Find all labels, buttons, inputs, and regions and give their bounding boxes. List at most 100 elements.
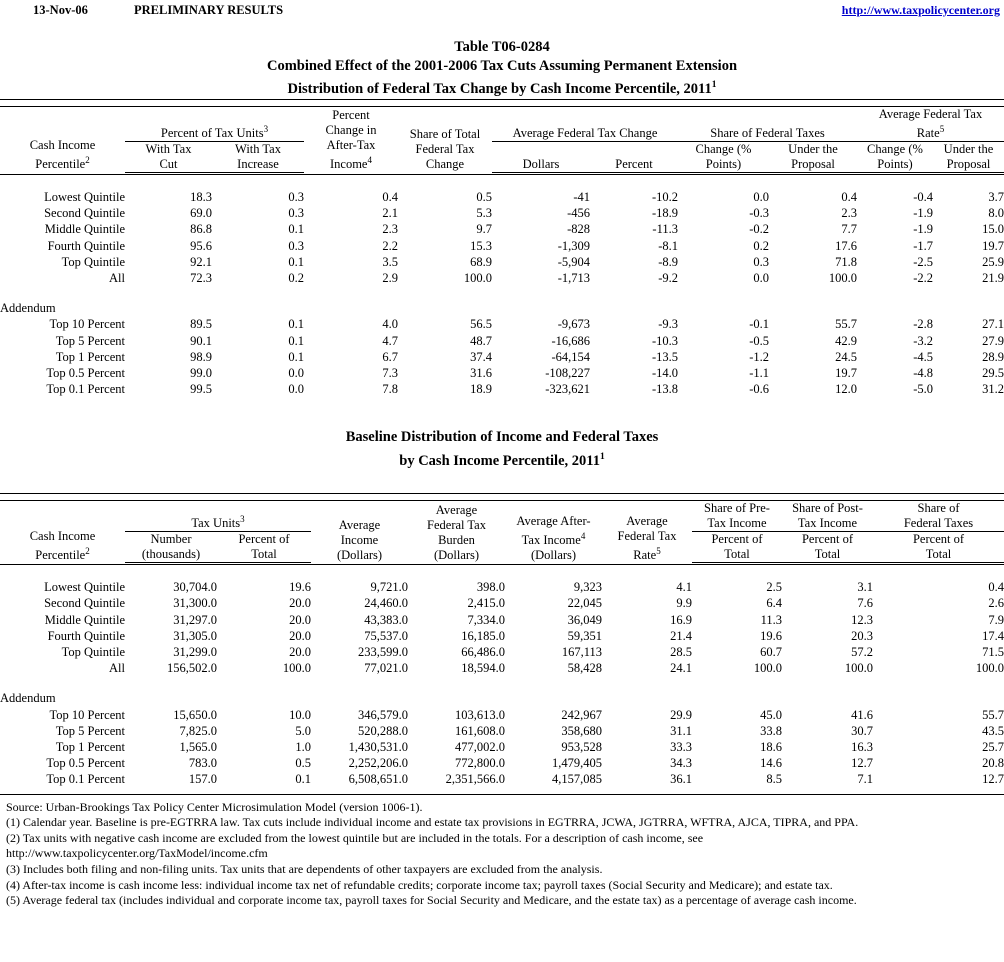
data-cell: 6.7 [382,349,398,364]
empty-cell [304,300,398,316]
taxpolicycenter-link[interactable]: http://www.taxpolicycenter.org [841,3,1000,17]
table2-col-average-after-tax-income: Average After- Tax Income4 (Dollars) [505,501,602,563]
data-cell: 0.3 [288,189,304,204]
table2-spacer-cell-top [0,565,1004,580]
table2-col-share-post-tax-percent-total: Percent of Total [782,531,873,564]
preliminary-status: PRELIMINARY RESULTS [134,3,284,17]
data-cell: 55.7 [835,317,857,332]
data-cell: -41 [573,189,590,204]
data-cell: -2.2 [913,271,933,285]
data-cell: 520,288.0 [358,723,408,738]
data-cell: 24,460.0 [364,596,408,611]
empty-cell [212,300,304,316]
data-cell: 30.7 [851,723,873,738]
row-label: Top Quintile [61,645,125,660]
data-cell: 0.0 [288,366,304,381]
table2-header-rule-row [0,562,1004,566]
empty-cell [492,300,590,316]
data-cell: 12.0 [835,382,857,397]
data-cell: 72.3 [190,271,212,285]
data-cell: -10.2 [651,189,678,204]
table2-group-share-federal-taxes: Share of Federal Taxes [873,500,1004,533]
data-cell: 98.9 [190,349,212,364]
data-cell: -8.9 [658,254,678,269]
footnotes-section: Source: Urban-Brookings Tax Policy Cente… [0,793,1004,909]
table-row: Top 1 Percent 98.9 0.1 6.7 37.4 -64,154 -13.5 -… [0,349,1004,365]
data-cell: 89.5 [190,317,212,332]
table2-group-share-post-tax-income: Share of Post- Tax Income [782,500,873,533]
table1-title-line2-text: Distribution of Federal Tax Change by Ca… [287,80,712,97]
data-cell: -9.2 [658,271,678,285]
data-cell: 1,565.0 [179,740,218,755]
data-cell: 20.0 [289,612,311,627]
data-cell: 31.1 [670,723,692,738]
table1-group-pct-tax-units: Percent of Tax Units3 [125,106,304,142]
table1-group-avg-federal-tax-rate: Average Federal Tax Rate5 [857,106,1004,142]
footnote: (3) Includes both filing and non-filing … [6,862,603,877]
source-note: Source: Urban-Brookings Tax Policy Cente… [6,799,423,814]
data-cell: -0.2 [749,222,769,237]
table-row: Fourth Quintile 31,305.0 20.0 75,537.0 16,18… [0,628,1004,644]
table2-share-post-sub1: Percent of [801,532,854,547]
data-cell: -828 [567,222,590,237]
data-cell: 783.0 [188,756,217,771]
data-cell: 31,297.0 [173,612,217,627]
data-cell: 7,825.0 [179,723,218,738]
data-cell: 346,579.0 [358,707,408,722]
table1-rate-under-l1: Under the [943,141,994,156]
data-cell: 233,599.0 [358,645,408,660]
empty-cell [782,690,873,706]
data-cell: 27.9 [982,333,1004,348]
data-cell: -9.3 [658,317,678,332]
table2-avg-income-l2: Income [340,532,379,547]
table1-avg-rate-marker: 5 [939,123,945,134]
table2-col-number-thousands: Number (thousands) [125,531,217,564]
data-cell: -1.1 [749,366,769,381]
table2-share-post-sub2: Total [814,547,841,562]
data-cell: 24.1 [670,661,692,676]
data-cell: 2.6 [988,596,1004,611]
table-row: Fourth Quintile 95.6 0.3 2.2 15.3 -1,309 -8.1 0… [0,238,1004,254]
data-cell: 16.9 [670,612,692,627]
data-cell: 477,002.0 [455,740,505,755]
table1-avg-rate-l2-text: Rate [916,125,940,140]
table1-group-avg-federal-tax-change: Average Federal Tax Change [492,106,678,142]
data-cell: 161,608.0 [455,723,505,738]
table1-rate-under-l2: Proposal [946,156,991,171]
table1-share-under-l2: Proposal [791,156,835,171]
table-row: Lowest Quintile 18.3 0.3 0.4 0.5 -41 -10.2 0.0 0… [0,189,1004,205]
data-cell: 6.4 [766,596,782,611]
table1-pct-change-l2: Change in [325,123,377,138]
data-cell: 18.6 [760,740,782,755]
table2-top-double-rule [0,493,1004,502]
data-cell: 3.5 [382,254,398,269]
table1-spacer-cell-top [0,174,1004,189]
table2-avg-after-tax-l1: Average After- [516,513,591,528]
table2-group-tax-units-marker: 3 [240,514,245,525]
data-cell: -4.8 [913,366,933,381]
table1-stub-footnote-marker: 2 [85,155,90,166]
data-cell: 2.1 [382,206,398,221]
table2-share-post-l2: Tax Income [797,516,858,531]
data-cell: 19.7 [982,238,1004,253]
data-cell: 95.6 [190,238,212,253]
row-label: Middle Quintile [44,222,125,237]
data-cell: 25.7 [982,740,1004,755]
table-row: All 72.3 0.2 2.9 100.0 -1,713 -9.2 0.0 100.0 -2.2… [0,270,1004,286]
data-cell: -13.5 [651,349,678,364]
data-cell: 14.6 [760,756,782,771]
data-cell: 31,300.0 [173,596,217,611]
data-cell: 12.7 [851,756,873,771]
row-label: All [109,271,125,285]
data-cell: -8.1 [658,238,678,253]
table1-with-tax-increase-l2: Increase [237,156,279,171]
table2-stub-line1: Cash Income [29,528,96,543]
table1-group-share-federal-taxes: Share of Federal Taxes [678,106,857,142]
table2-stub-header: Cash Income Percentile2 [0,501,125,563]
data-cell: 0.0 [753,189,769,204]
table1-share-under-l1: Under the [788,141,838,156]
data-cell: 1,430,531.0 [348,740,408,755]
data-cell: 157.0 [188,772,217,787]
data-cell: 92.1 [190,254,212,269]
table1-top-rule-row [0,98,1004,107]
